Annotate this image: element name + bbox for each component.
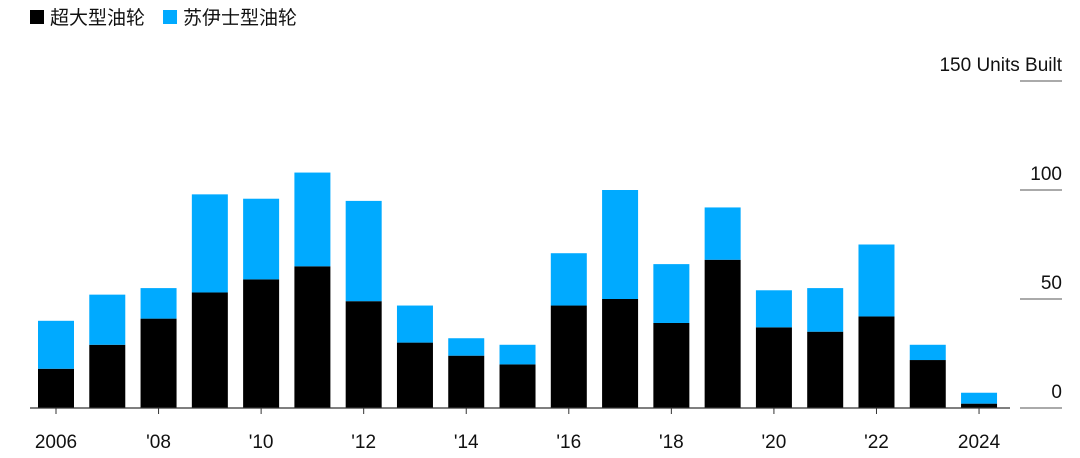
- legend-label: 苏伊士型油轮: [183, 7, 297, 29]
- bar-segment: [396, 342, 433, 408]
- y-tick-label: 150 Units Built: [939, 55, 1062, 76]
- legend-swatch: [30, 10, 44, 24]
- bar-segment: [499, 364, 536, 408]
- x-tick-label: '18: [659, 432, 684, 453]
- bar-segment: [858, 316, 895, 408]
- bar-segment: [961, 392, 998, 404]
- legend-swatch: [163, 10, 178, 24]
- legend-label: 超大型油轮: [50, 7, 145, 29]
- bar-segment: [755, 327, 792, 408]
- x-tick-label: '20: [762, 432, 787, 453]
- x-tick-label: '10: [249, 432, 274, 453]
- bar-segment: [191, 292, 228, 408]
- bar-segment: [602, 190, 639, 299]
- bar-segment: [858, 244, 895, 317]
- bar-segment: [38, 320, 74, 369]
- bar-segment: [448, 338, 485, 356]
- bar-segment: [909, 360, 946, 408]
- bar-segment: [807, 331, 844, 408]
- bar-segment: [396, 305, 433, 343]
- bar-segment: [602, 299, 639, 408]
- bar-segment: [755, 290, 792, 328]
- x-tick-label: 2006: [35, 432, 77, 453]
- x-tick-label: '14: [454, 432, 479, 453]
- bar-segment: [909, 344, 946, 361]
- bar-segment: [294, 172, 331, 267]
- bar-segment: [961, 403, 998, 408]
- x-tick-label: '16: [556, 432, 581, 453]
- bar-segment: [140, 318, 177, 408]
- bar-segment: [704, 207, 741, 260]
- bar-segment: [653, 264, 690, 323]
- x-tick-label: '08: [146, 432, 171, 453]
- bar-segment: [550, 305, 587, 408]
- x-tick-label: '12: [351, 432, 376, 453]
- bar-segment: [807, 288, 844, 332]
- x-tick-label: '22: [864, 432, 889, 453]
- bar-segment: [243, 198, 280, 280]
- bar-segment: [191, 194, 228, 293]
- bar-segment: [345, 301, 382, 408]
- y-tick-label: 100: [1030, 164, 1062, 185]
- y-tick-label: 50: [1041, 273, 1062, 294]
- bar-segment: [140, 288, 177, 319]
- x-tick-label: 2024: [958, 432, 1001, 453]
- bar-segment: [294, 266, 331, 408]
- bar-segment: [345, 200, 382, 302]
- bar-segment: [89, 344, 126, 408]
- bar-segment: [243, 279, 280, 408]
- bar-segment: [704, 259, 741, 408]
- bar-segment: [448, 355, 485, 408]
- bar-segment: [550, 253, 587, 306]
- bar-segment: [38, 368, 74, 408]
- bar-segment: [89, 294, 126, 345]
- y-tick-label: 0: [1051, 382, 1062, 403]
- bar-segment: [653, 322, 690, 408]
- bar-segment: [499, 344, 536, 365]
